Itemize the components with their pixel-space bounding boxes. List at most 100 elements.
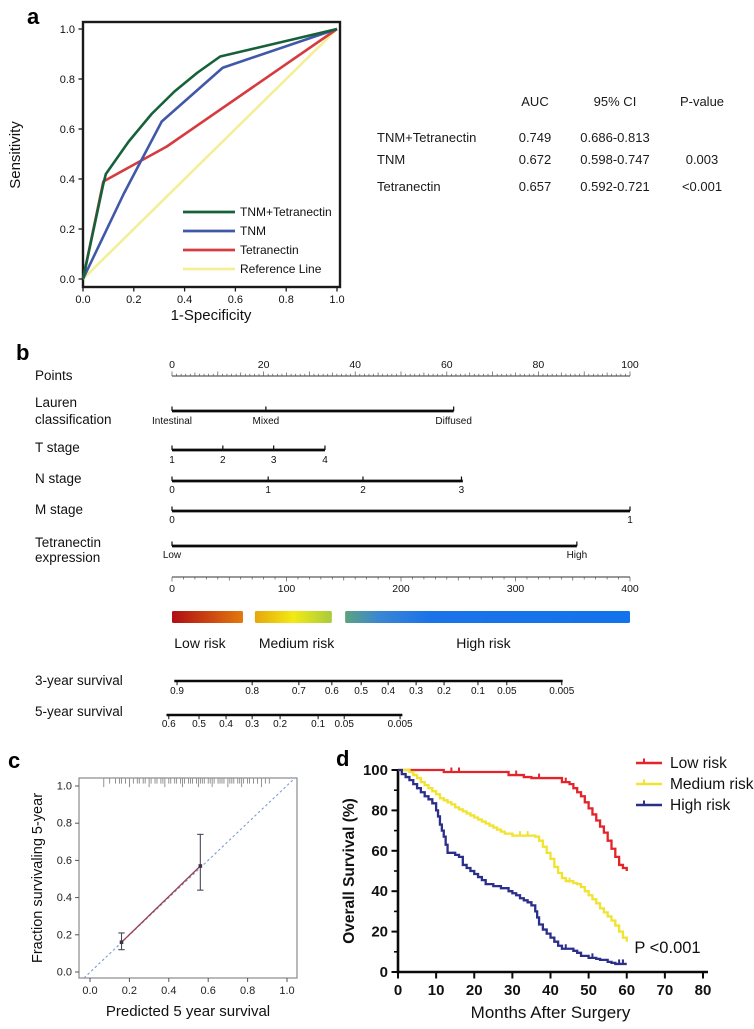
survival-tick-label: 0.6 <box>325 686 339 697</box>
points-tick-label: 0 <box>169 359 175 371</box>
roc-x-tick-label: 1.0 <box>329 294 344 306</box>
km-curve-low-risk <box>398 768 628 871</box>
roc-legend-label: Reference Line <box>240 262 322 276</box>
nomogram-row-label: Points <box>35 368 73 383</box>
nomogram-row-label: Tetranectin <box>35 535 101 550</box>
roc-x-tick-label: 0.6 <box>228 294 243 306</box>
km-x-tick-label: 80 <box>695 982 712 999</box>
p-value <box>663 130 741 145</box>
km-x-tick-label: 10 <box>428 982 445 999</box>
cal-x-tick-label: 0.0 <box>82 985 97 997</box>
row-label: TNM+Tetranectin <box>377 130 477 145</box>
roc-legend-label: TNM+Tetranectin <box>240 205 332 219</box>
km-x-tick-label: 50 <box>580 982 597 999</box>
nomogram-tick-label: 1 <box>169 455 175 466</box>
km-curve-medium-risk <box>398 768 628 942</box>
nomogram-row-label: expression <box>35 550 100 565</box>
nomogram-row-label: N stage <box>35 471 82 486</box>
km-x-tick-label: 40 <box>542 982 559 999</box>
cal-y-tick-label: 1.0 <box>57 781 72 793</box>
roc-y-tick-label: 0.4 <box>60 174 75 186</box>
row-label: Tetranectin <box>377 179 441 194</box>
roc-y-axis-title: Sensitivity <box>7 121 24 189</box>
roc-y-tick-label: 0.6 <box>60 124 75 136</box>
panel-d-label: d <box>336 746 350 771</box>
risk-label: Medium risk <box>259 635 335 651</box>
calibration-point <box>119 940 124 945</box>
km-x-axis-title: Months After Surgery <box>471 1003 631 1022</box>
km-curve-high-risk <box>398 768 627 966</box>
nomogram-tick-label: 3 <box>459 485 465 496</box>
roc-plot-box <box>81 20 342 289</box>
p-value: <0.001 <box>681 179 723 194</box>
roc-series-Reference Line <box>82 28 338 280</box>
ci-value: 0.598-0.747 <box>580 152 650 167</box>
row-label: TNM <box>377 152 406 167</box>
roc-legend-label: TNM <box>240 224 266 238</box>
auc-table-header: AUC 95% CI P-value <box>377 94 747 109</box>
km-x-tick-label: 20 <box>466 982 483 999</box>
km-x-tick-label: 70 <box>657 982 674 999</box>
km-legend-label: High risk <box>670 797 731 814</box>
roc-series-TNM+Tetranectin <box>81 27 338 280</box>
km-y-tick-label: 0 <box>380 964 388 981</box>
nomogram-tick-label: Mixed <box>253 416 280 427</box>
survival-tick-label: 0.3 <box>245 719 259 730</box>
roc-y-tick-label: 0.8 <box>60 74 75 86</box>
nomogram-row-label: M stage <box>35 502 83 517</box>
nomogram-row-label: 5-year survival <box>35 704 123 719</box>
nomogram-row-label: T stage <box>35 440 80 455</box>
survival-tick-label: 0.5 <box>354 686 368 697</box>
total-points-tick-label: 100 <box>278 583 296 595</box>
nomogram-tick-label: 2 <box>360 485 366 496</box>
km-x-tick-label: 0 <box>394 982 402 999</box>
panel-c-label: c <box>8 748 21 773</box>
total-points-tick-label: 200 <box>392 583 410 595</box>
km-y-tick-label: 80 <box>371 802 388 819</box>
roc-chart: 0.0 0.2 0.4 0.6 0.8 1.0 0.0 0.2 0.4 0.6 0.8 1.0 1-Sp… <box>7 20 345 324</box>
ci-header: 95% CI <box>593 94 637 109</box>
km-y-axis-title: Overall Survival (%) <box>341 798 358 944</box>
panel-b-label: b <box>16 340 30 365</box>
km-y-tick-label: 100 <box>363 762 388 779</box>
nomogram-tick-label: High <box>567 550 588 561</box>
km-x-tick-label: 30 <box>504 982 521 999</box>
ci-value: 0.592-0.721 <box>580 179 650 194</box>
nomogram-row-label: Lauren <box>35 395 77 410</box>
nomogram-tick-label: 2 <box>220 455 226 466</box>
risk-bar-high-risk <box>345 611 630 623</box>
km-y-tick-label: 40 <box>371 883 388 900</box>
roc-y-tick-label: 0.2 <box>60 224 75 236</box>
cal-y-tick-label: 0.0 <box>57 967 72 979</box>
survival-tick-label: 0.2 <box>437 686 451 697</box>
cal-x-tick-label: 0.6 <box>201 985 216 997</box>
pvalue-header: P-value <box>679 94 725 109</box>
calibration-point <box>198 864 203 868</box>
nomogram-tick-label: 0 <box>169 515 175 526</box>
survival-tick-label: 0.4 <box>381 686 395 697</box>
km-y-tick-label: 60 <box>371 843 388 860</box>
nomogram-tick-label: 4 <box>322 455 328 466</box>
roc-legend-label: Tetranectin <box>240 243 299 257</box>
risk-bar-low-risk <box>172 611 243 623</box>
survival-tick-label: 0.05 <box>497 686 517 697</box>
cal-x-tick-label: 0.4 <box>161 985 176 997</box>
nomogram-tick-label: Diffused <box>435 416 472 427</box>
cal-y-tick-label: 0.2 <box>57 929 72 941</box>
km-chart: 0 20 40 60 80 100 0 10 20 30 40 50 60 70 80 Low risk Med… <box>341 755 754 1022</box>
roc-series-TNM <box>81 27 338 280</box>
survival-tick-label: 0.5 <box>192 719 206 730</box>
total-points-tick-label: 300 <box>507 583 525 595</box>
nomogram-row-label: classification <box>35 412 112 427</box>
survival-tick-label: 0.1 <box>311 719 325 730</box>
risk-label: High risk <box>456 635 511 651</box>
roc-y-tick-label: 1.0 <box>60 24 75 36</box>
roc-x-tick-label: 0.0 <box>75 294 90 306</box>
survival-tick-label: 0.7 <box>292 686 306 697</box>
calibration-chart: 0.0 0.2 0.4 0.6 0.8 1.0 0.0 0.2 0.4 0.6 0.8 1.0 Pred… <box>30 777 298 1020</box>
cal-x-tick-label: 1.0 <box>279 985 294 997</box>
nomogram-tick-label: 1 <box>627 515 633 526</box>
cal-y-tick-label: 0.6 <box>57 855 72 867</box>
points-tick-label: 40 <box>349 359 361 371</box>
